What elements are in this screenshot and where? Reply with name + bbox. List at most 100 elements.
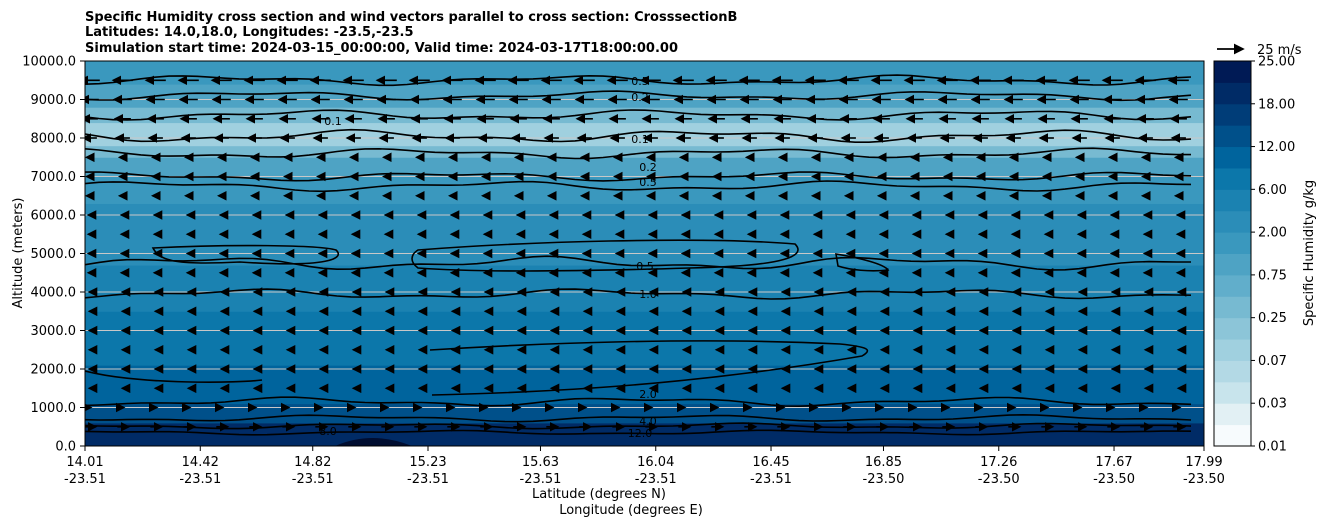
colorbar-segment [1214, 210, 1251, 233]
contour-line [85, 109, 1192, 121]
x-tick-label-lat: 17.99 [1185, 455, 1222, 470]
colorbar-segment [1214, 61, 1251, 83]
x-tick-label-lon: -23.51 [64, 472, 106, 487]
chart-title-line-3: Simulation start time: 2024-03-15_00:00:… [85, 41, 678, 56]
colorbar-segment [1214, 274, 1251, 297]
colorbar-segment [1214, 232, 1251, 254]
x-tick-label-lon: -23.51 [292, 472, 334, 487]
humidity-band-5 [85, 203, 1204, 266]
colorbar: 0.01 0.03 0.07 0.25 0.75 2.00 6.00 12.00 18.00 25… [1214, 55, 1295, 455]
colorbar-segment [1214, 339, 1251, 361]
x-tick-label-lat: 14.82 [294, 455, 331, 470]
y-tick-label: 7000.0 [31, 170, 77, 185]
colorbar-tick-label: 0.01 [1258, 440, 1287, 455]
x-tick-label-lat: 16.04 [637, 455, 674, 470]
contour-line [85, 429, 1192, 436]
contour-line [85, 288, 1192, 300]
humidity-band-1 [85, 403, 1204, 424]
contour-label: 0.1 [631, 133, 649, 146]
colorbar-segment [1214, 103, 1251, 126]
y-tick-label: 4000.0 [31, 286, 77, 301]
colorbar-segment [1214, 125, 1251, 148]
x-axis: 14.01 -23.51 14.42 -23.51 14.82 -23.51 15.23 -2… [64, 446, 1225, 487]
x-tick-label-lat: 14.42 [182, 455, 219, 470]
humidity-band-12 [85, 61, 1204, 85]
contour-line-0-5-west [151, 244, 340, 265]
x-axis-label-longitude: Longitude (degrees E) [559, 503, 703, 518]
y-tick-label: 3000.0 [31, 324, 77, 339]
colorbar-segment [1214, 424, 1251, 447]
contour-line [85, 396, 1192, 408]
x-tick-label-lat: 15.63 [522, 455, 559, 470]
y-tick-label: 6000.0 [31, 209, 77, 224]
x-tick-label-lat: 17.67 [1095, 455, 1132, 470]
x-tick-label-lon: -23.50 [863, 472, 905, 487]
chart-title-line-2: Latitudes: 14.0,18.0, Longitudes: -23.5,… [85, 25, 414, 40]
contour-label: 8.0 [319, 425, 337, 438]
colorbar-frame [1213, 60, 1252, 447]
colorbar-segment [1214, 317, 1251, 340]
colorbar-segment [1214, 146, 1251, 169]
y-tick-label: 8000.0 [31, 132, 77, 147]
contour-line [85, 147, 1191, 160]
x-tick-label-lat: 15.23 [409, 455, 446, 470]
y-tick-label: 9000.0 [31, 93, 77, 108]
colorbar-tick-label: 0.07 [1258, 354, 1287, 369]
colorbar-segment [1214, 189, 1251, 212]
x-tick-label-lon: -23.50 [1183, 472, 1225, 487]
chart-title-line-1: Specific Humidity cross section and wind… [85, 10, 737, 25]
surface-moisture-maximum [335, 438, 412, 446]
quiver-key-label: 25 m/s [1257, 43, 1302, 58]
contour-label: 12.0 [628, 427, 653, 440]
contour-labels: 12.0 8.0 4.0 2.0 1.0 0.5 0.2 0.5 0.1 0.2 0.5 0.1 [319, 75, 657, 440]
plot-area: 12.0 8.0 4.0 2.0 1.0 0.5 0.2 0.5 0.1 0.2 0.5 0.1 [85, 61, 1204, 446]
contour-label: 2.0 [639, 388, 657, 401]
colorbar-tick-label: 2.00 [1258, 226, 1287, 241]
x-tick-label-lon: -23.50 [1093, 472, 1135, 487]
colorbar-tick-label: 12.00 [1258, 140, 1295, 155]
x-tick-label-lon: -23.51 [635, 472, 677, 487]
y-tick-label: 10000.0 [22, 55, 76, 70]
colorbar-tick-label: 0.25 [1258, 311, 1287, 326]
contour-line [85, 255, 1191, 271]
x-tick-label-lon: -23.51 [407, 472, 449, 487]
x-tick-label-lon: -23.51 [520, 472, 562, 487]
colorbar-segment [1214, 253, 1251, 276]
x-tick-label-lat: 16.45 [752, 455, 789, 470]
contour-label: 0.5 [639, 176, 657, 189]
x-tick-label-lon: -23.51 [179, 472, 221, 487]
contour-line [85, 413, 1192, 423]
colorbar-segment [1214, 167, 1251, 190]
wind-vectors [85, 75, 1189, 432]
x-tick-label-lat: 17.26 [980, 455, 1017, 470]
colorbar-segment [1214, 360, 1251, 383]
contour-label: 4.0 [639, 415, 657, 428]
x-tick-label-lon: -23.50 [978, 472, 1020, 487]
contour-label: 0.2 [639, 161, 657, 174]
x-tick-label-lat: 16.85 [865, 455, 902, 470]
colorbar-segment [1214, 296, 1251, 319]
colorbar-segment [1214, 82, 1251, 105]
contour-line [85, 171, 1192, 182]
contour-label: 1.0 [639, 288, 657, 301]
contour-label: 0.5 [631, 75, 649, 88]
contour-line [85, 180, 1192, 193]
colorbar-tick-label: 6.00 [1258, 183, 1287, 198]
colorbar-segment [1214, 381, 1251, 404]
humidity-band-7 [85, 157, 1204, 177]
contour-label: 0.2 [631, 91, 649, 104]
colorbar-segment [1214, 403, 1251, 426]
y-axis: 0.0 1000.0 2000.0 3000.0 4000.0 5000.0 6000.0 7… [22, 55, 85, 455]
y-tick-label: 2000.0 [31, 363, 77, 378]
y-tick-label: 5000.0 [31, 247, 77, 262]
quiver-key: 25 m/s [1217, 43, 1302, 58]
y-tick-label: 0.0 [55, 440, 76, 455]
contour-lines [85, 74, 1192, 436]
x-tick-label-lat: 14.01 [66, 455, 103, 470]
x-axis-label-latitude: Latitude (degrees N) [532, 487, 666, 502]
colorbar-tick-label: 25.00 [1258, 55, 1295, 70]
contour-line [85, 422, 1192, 430]
x-tick-label-lon: -23.51 [750, 472, 792, 487]
contour-label: 0.1 [324, 115, 342, 128]
